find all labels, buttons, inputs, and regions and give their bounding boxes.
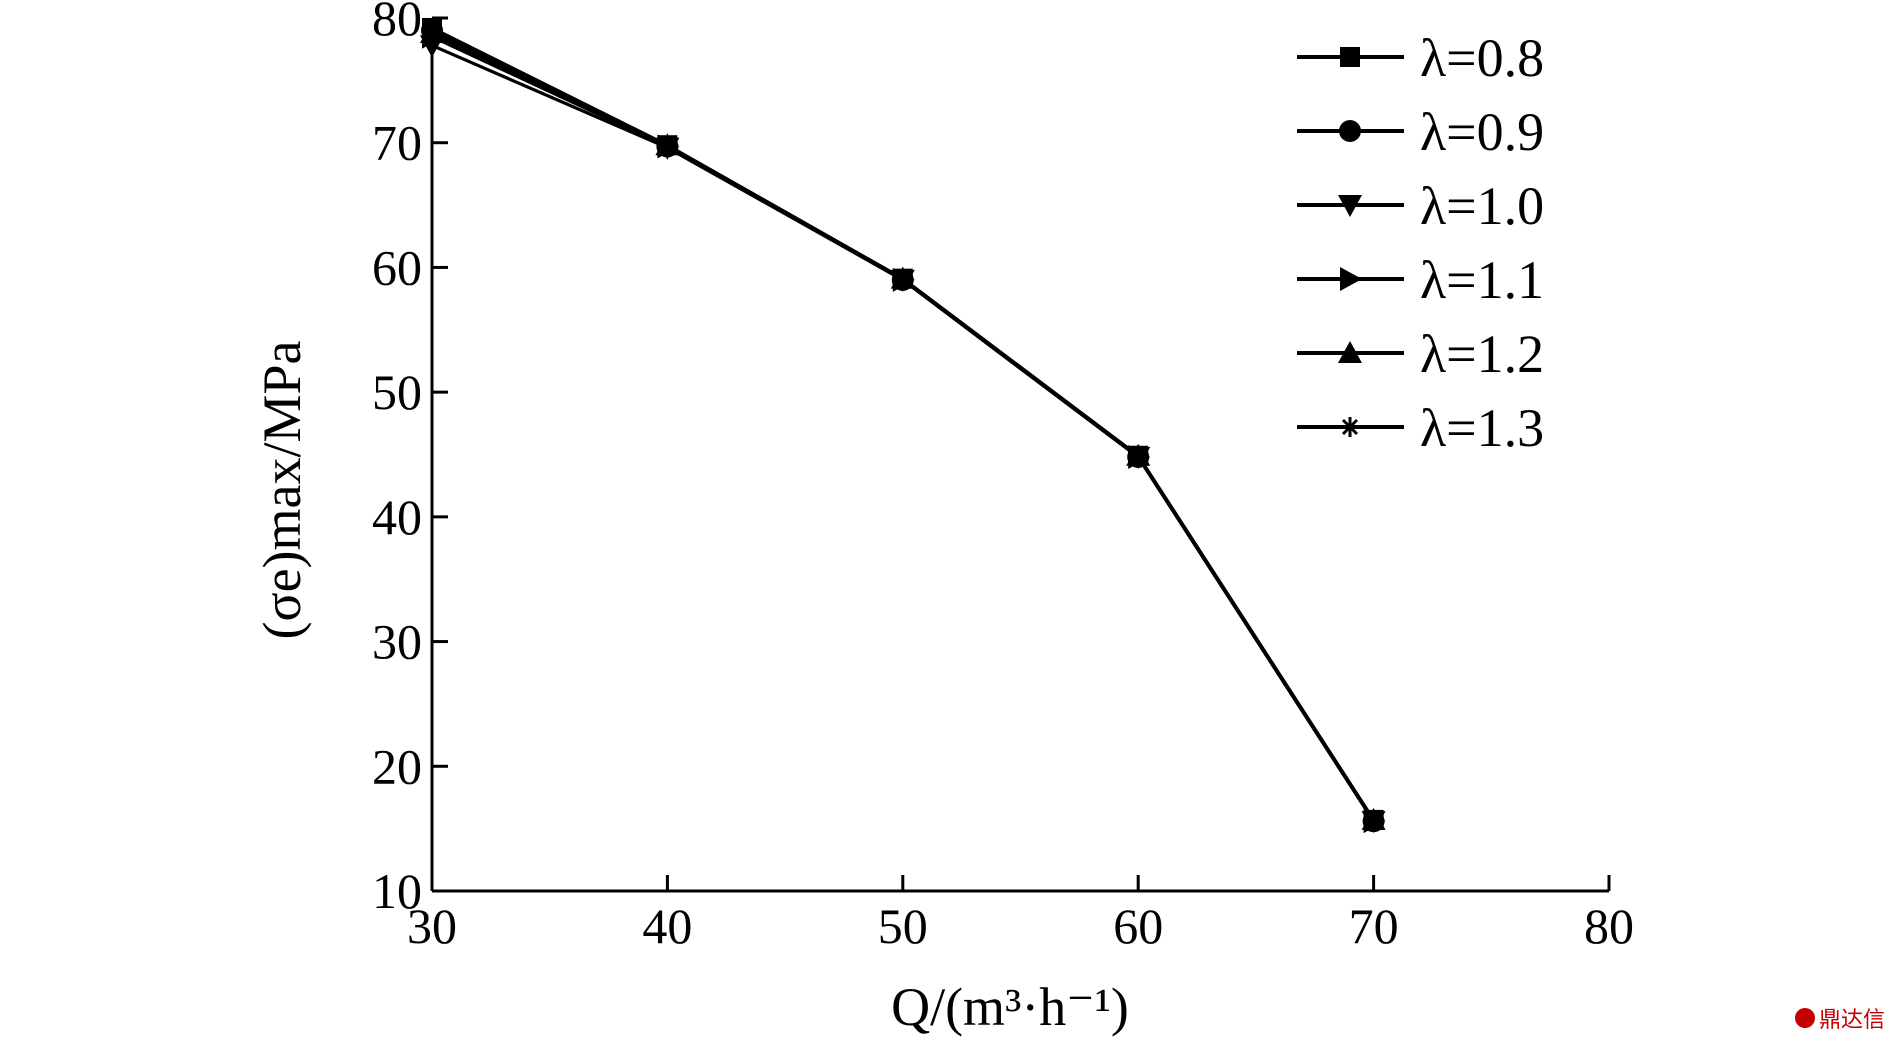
data-point: [1363, 811, 1384, 832]
axes: 30 40 50 60 70 80 10 20 30 40 50 60 70 80: [372, 0, 1634, 954]
watermark-text: 鼎达信: [1818, 1008, 1885, 1033]
x-tick-label: 40: [642, 898, 692, 954]
legend-marker: [1340, 417, 1360, 437]
y-tick-label: 30: [372, 614, 422, 670]
y-tick-label: 60: [372, 239, 422, 295]
legend-label: λ=1.2: [1420, 324, 1544, 384]
x-tick-label: 60: [1113, 898, 1163, 954]
y-tick-label: 70: [372, 115, 422, 171]
legend-item: λ=0.8: [1297, 28, 1544, 88]
star-stroke: [1365, 813, 1382, 830]
series-2: [421, 19, 1385, 833]
series-5: [420, 20, 1386, 830]
series-line: [431, 43, 1375, 823]
legend-marker: [1338, 341, 1362, 363]
data-point: [657, 136, 678, 157]
x-axis-title: Q/(m³·h⁻¹): [891, 977, 1129, 1037]
star-stroke: [894, 271, 911, 288]
series-4: [422, 24, 1386, 834]
y-axis-title: (σe)max/MPa: [252, 340, 312, 639]
legend-marker: [1338, 195, 1362, 217]
y-tick-label: 40: [372, 489, 422, 545]
legend-item: λ=1.2: [1297, 324, 1544, 384]
legend-item: λ=1.1: [1297, 250, 1544, 310]
series-1: [422, 17, 1384, 830]
series-layer: [420, 17, 1386, 834]
series-6: [422, 25, 1384, 832]
watermark-logo-icon: [1794, 1008, 1815, 1028]
star-stroke: [1130, 448, 1147, 466]
legend-label: λ=1.0: [1420, 176, 1544, 236]
data-point: [1128, 446, 1149, 467]
x-tick-label: 50: [878, 898, 928, 954]
y-tick-label: 80: [372, 0, 422, 46]
legend-label: λ=1.3: [1420, 398, 1544, 458]
legend-item: λ=1.3: [1297, 398, 1544, 458]
legend-label: λ=1.1: [1420, 250, 1544, 310]
series-line: [431, 31, 1375, 821]
legend-item: λ=1.0: [1297, 176, 1544, 236]
series-line: [431, 34, 1375, 823]
x-tick-label: 30: [407, 898, 457, 954]
x-tick-label: 80: [1584, 898, 1634, 954]
series-line: [431, 26, 1375, 821]
y-tick-label: 20: [372, 738, 422, 794]
legend-marker: [1340, 47, 1360, 67]
legend: λ=0.8 λ=0.9 λ=1.0 λ=1.1 λ=1.2 λ=1.3: [1297, 28, 1544, 458]
series-3: [420, 35, 1386, 834]
series-line: [431, 35, 1375, 823]
legend-marker: [1339, 120, 1361, 142]
legend-marker: [1340, 267, 1362, 291]
series-line: [431, 29, 1375, 823]
star-stroke: [423, 27, 441, 44]
legend-item: λ=0.9: [1297, 102, 1544, 162]
y-tick-label: 10: [372, 863, 422, 919]
star-stroke: [1341, 418, 1359, 436]
data-point: [422, 25, 442, 46]
legend-label: λ=0.8: [1420, 28, 1544, 88]
y-tick-label: 50: [372, 364, 422, 420]
legend-label: λ=0.9: [1420, 102, 1544, 162]
x-tick-label: 70: [1349, 898, 1399, 954]
watermark: 鼎达信: [1794, 1002, 1885, 1034]
data-point: [892, 269, 913, 290]
star-stroke: [659, 138, 676, 155]
